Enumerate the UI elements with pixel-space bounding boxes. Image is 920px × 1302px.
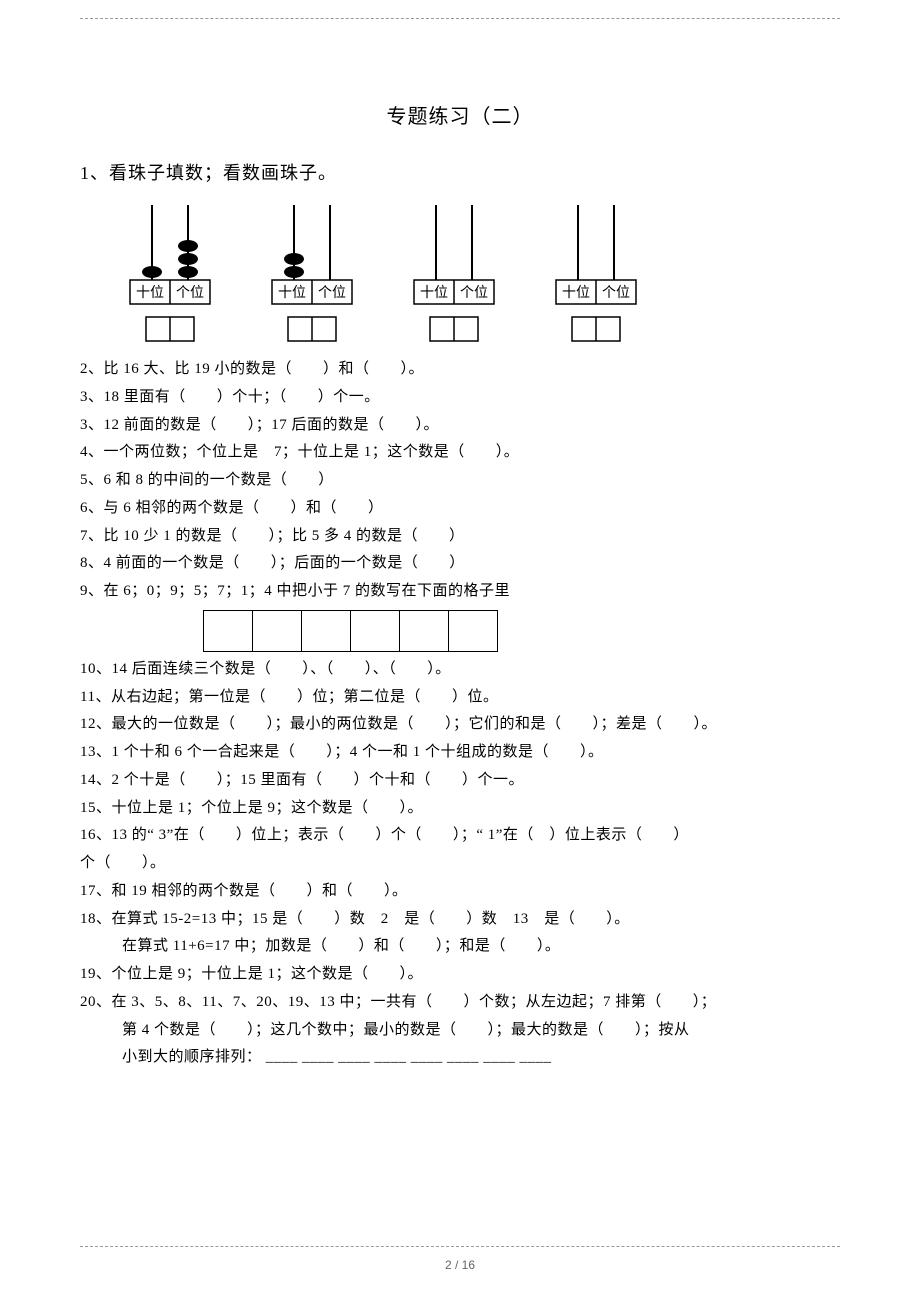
abacus-svg-2: 十位个位 — [262, 205, 362, 345]
question-7: 7、比 10 少 1 的数是（ ）；比 5 多 4 的数是（ ） — [80, 523, 840, 551]
abacus-row: 十位个位 十位个位 十位个位 十位个位 — [120, 205, 840, 350]
svg-text:个位: 个位 — [602, 285, 630, 301]
question-11: 11、从右边起；第一位是（ ）位；第二位是（ ）位。 — [80, 684, 840, 712]
question-18a: 18、在算式 15-2=13 中；15 是（ ）数 2 是（ ）数 13 是（ … — [80, 906, 840, 934]
question-17: 17、和 19 相邻的两个数是（ ）和（ ）。 — [80, 878, 840, 906]
grid-cell — [399, 610, 449, 652]
question-9: 9、在 6；0；9；5；7；1；4 中把小于 7 的数写在下面的格子里 — [80, 578, 840, 606]
question-8: 8、4 前面的一个数是（ ）；后面的一个数是（ ） — [80, 550, 840, 578]
grid-cell — [448, 610, 498, 652]
svg-text:十位: 十位 — [278, 285, 306, 301]
svg-text:十位: 十位 — [420, 285, 448, 301]
question-16a: 16、13 的“ 3”在（ ）位上；表示（ ）个（ ）；“ 1”在（ ）位上表示… — [80, 822, 840, 850]
question-3b: 3、12 前面的数是（ ）；17 后面的数是（ ）。 — [80, 412, 840, 440]
question-14: 14、2 个十是（ ）；15 里面有（ ）个十和（ ）个一。 — [80, 767, 840, 795]
svg-text:个位: 个位 — [460, 285, 488, 301]
question-1: 1、看珠子填数；看数画珠子。 — [80, 159, 840, 185]
page: 专题练习（二） 1、看珠子填数；看数画珠子。 十位个位 十位个位 十位个位 十位… — [0, 0, 920, 1302]
question-10: 10、14 后面连续三个数是（ ）、（ ）、（ ）。 — [80, 656, 840, 684]
top-rule — [80, 18, 840, 19]
question-19: 19、个位上是 9；十位上是 1；这个数是（ ）。 — [80, 961, 840, 989]
svg-text:十位: 十位 — [136, 285, 164, 301]
abacus-3: 十位个位 — [404, 205, 504, 350]
question-20c: 小到大的顺序排列： ____ ____ ____ ____ ____ ____ … — [80, 1044, 840, 1072]
bottom-rule — [80, 1246, 840, 1247]
question-12: 12、最大的一位数是（ ）；最小的两位数是（ ）；它们的和是（ ）；差是（ ）。 — [80, 711, 840, 739]
svg-text:个位: 个位 — [176, 285, 204, 301]
question-4: 4、一个两位数；个位上是 7；十位上是 1；这个数是（ ）。 — [80, 439, 840, 467]
abacus-4: 十位个位 — [546, 205, 646, 350]
question-20b: 第 4 个数是（ ）；这几个数中；最小的数是（ ）；最大的数是（ ）；按从 — [80, 1017, 840, 1045]
answer-grid — [204, 610, 840, 652]
question-13: 13、1 个十和 6 个一合起来是（ ）；4 个一和 1 个十组成的数是（ ）。 — [80, 739, 840, 767]
question-16b: 个（ ）。 — [80, 850, 840, 878]
grid-cell — [301, 610, 351, 652]
question-20a: 20、在 3、5、8、11、7、20、19、13 中；一共有（ ）个数；从左边起… — [80, 989, 840, 1017]
svg-text:十位: 十位 — [562, 285, 590, 301]
abacus-svg-3: 十位个位 — [404, 205, 504, 345]
grid-cell — [203, 610, 253, 652]
question-15: 15、十位上是 1；个位上是 9；这个数是（ ）。 — [80, 795, 840, 823]
question-18b: 在算式 11+6=17 中；加数是（ ）和（ ）；和是（ ）。 — [80, 933, 840, 961]
abacus-1: 十位个位 — [120, 205, 220, 350]
question-6: 6、与 6 相邻的两个数是（ ）和（ ） — [80, 495, 840, 523]
page-number: 2 / 16 — [0, 1258, 920, 1272]
grid-cell — [350, 610, 400, 652]
grid-cell — [252, 610, 302, 652]
question-5: 5、6 和 8 的中间的一个数是（ ） — [80, 467, 840, 495]
svg-text:个位: 个位 — [318, 285, 346, 301]
abacus-svg-4: 十位个位 — [546, 205, 646, 345]
abacus-2: 十位个位 — [262, 205, 362, 350]
abacus-svg-1: 十位个位 — [120, 205, 220, 345]
page-title: 专题练习（二） — [80, 100, 840, 129]
question-3a: 3、18 里面有（ ）个十；（ ）个一。 — [80, 384, 840, 412]
question-2: 2、比 16 大、比 19 小的数是（ ）和（ ）。 — [80, 356, 840, 384]
